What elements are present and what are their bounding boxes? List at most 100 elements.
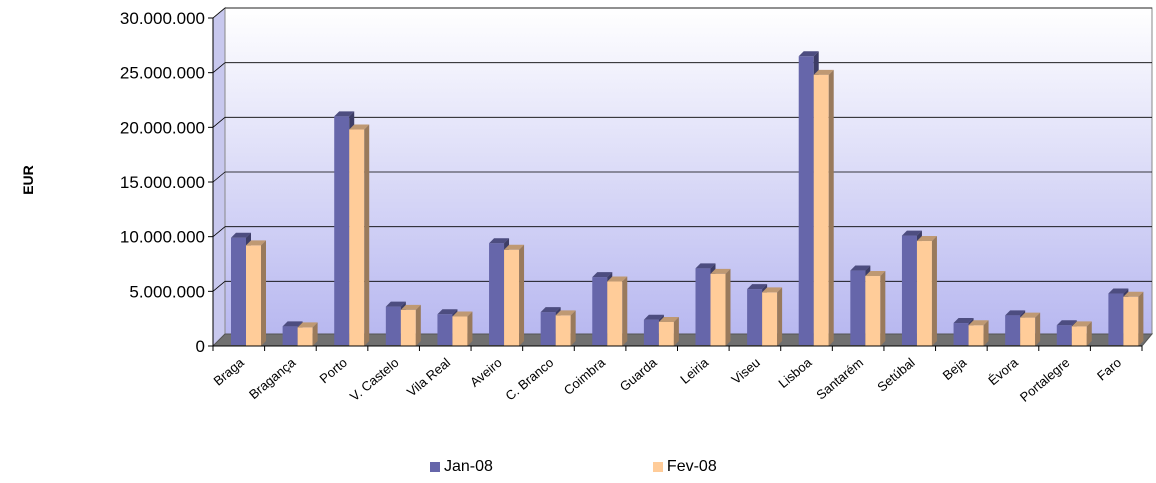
bar-front [1020, 317, 1036, 346]
bar-fev-3 [400, 304, 421, 346]
bar-front [968, 325, 984, 346]
legend: Jan-08 Fev-08 [430, 458, 717, 476]
y-tick-label: 10.000.000 [120, 228, 205, 247]
bar-front [504, 249, 520, 346]
bar-front [607, 281, 623, 346]
bar-side [415, 304, 421, 346]
x-tick-label: Beja [940, 354, 970, 383]
y-tick-label: 0 [196, 337, 205, 356]
bar-fev-5 [504, 244, 525, 346]
x-tick-label: Setúbal [874, 355, 918, 395]
bar-front [282, 326, 298, 345]
bar-top [1020, 312, 1041, 318]
bar-top [658, 316, 679, 322]
x-tick-label: Guarda [617, 354, 660, 394]
bar-front [452, 316, 468, 346]
bar-side [519, 244, 525, 346]
bar-side [880, 271, 886, 346]
bar-front [762, 292, 778, 346]
y-tick-label: 20.000.000 [120, 118, 205, 137]
bar-front [813, 74, 829, 346]
bar-fev-6 [555, 310, 576, 346]
bar-top [231, 232, 251, 238]
bar-front [1108, 293, 1124, 345]
gridline-depth [212, 7, 226, 19]
bar-top [452, 311, 473, 317]
bar-front [555, 315, 571, 346]
legend-item-jan: Jan-08 [430, 458, 493, 476]
bar-front [231, 237, 246, 345]
y-axis-label-text: EUR [20, 165, 36, 195]
legend-item-fev: Fev-08 [652, 458, 717, 476]
bar-front [1071, 326, 1087, 346]
bar-front [798, 56, 814, 346]
x-tick-label: Évora [985, 354, 1021, 388]
bar-top [747, 284, 768, 290]
bar-side [570, 310, 576, 346]
bar-top [762, 287, 783, 293]
bar-fev-16 [1071, 321, 1092, 346]
bar-top [1005, 310, 1026, 316]
bar-front [1123, 296, 1139, 346]
x-tick-label: C. Branco [502, 355, 556, 404]
x-tick-label: V. Castelo [347, 355, 402, 404]
bar-side [777, 287, 783, 346]
bar-top [349, 124, 370, 130]
bar-fev-10 [762, 287, 783, 346]
bar-top [968, 320, 989, 326]
gridline-depth [212, 281, 226, 292]
bar-fev-1 [297, 322, 318, 346]
x-tick-label: Faro [1094, 355, 1124, 384]
bar-top [246, 240, 266, 246]
bar-side [1138, 291, 1144, 346]
y-tick-label: 15.000.000 [120, 173, 205, 192]
bar-side [1086, 321, 1092, 346]
gridline-depth [212, 117, 226, 128]
bar-top [297, 322, 318, 328]
bar-top [1056, 320, 1077, 326]
bar-side [931, 236, 937, 346]
x-tick-label: Bragança [246, 354, 299, 402]
bar-front [916, 241, 932, 346]
bar-front [400, 309, 416, 346]
bar-top [540, 307, 561, 313]
bar-side [364, 124, 370, 347]
bar-fev-17 [1123, 291, 1144, 346]
bar-front [334, 116, 350, 346]
x-tick-label: Leiria [677, 354, 712, 386]
bar-fev-0 [246, 240, 266, 346]
bar-side [467, 311, 473, 346]
bar-front [349, 129, 365, 346]
bar-front [710, 273, 726, 346]
y-tick-label: 25.000.000 [120, 64, 205, 83]
bar-top [607, 276, 628, 282]
gridline-depth [212, 171, 226, 183]
x-tick-label: Santarém [813, 355, 866, 403]
bar-side [312, 322, 318, 346]
bar-side [622, 276, 628, 346]
x-tick-label: Aveiro [467, 355, 505, 390]
gridlines [212, 7, 1152, 292]
bar-top [592, 272, 613, 278]
bar-side [261, 240, 266, 346]
legend-swatch-fev [652, 462, 663, 472]
bar-top [865, 271, 886, 277]
bar-top [813, 69, 834, 75]
bar-top [385, 301, 406, 307]
bar-top [1071, 321, 1092, 327]
bar-fev-8 [658, 316, 679, 346]
bar-side [983, 320, 989, 346]
bar-fev-12 [865, 271, 886, 346]
x-tick-label: Porto [317, 355, 350, 386]
bar-top [901, 230, 922, 236]
bar-top [489, 238, 510, 244]
bar-front [658, 321, 674, 346]
bar-top [798, 51, 819, 57]
y-axis-ticks: 0 5.000.000 10.000.000 15.000.000 20.000.000… [120, 9, 214, 356]
bar-top [695, 263, 716, 269]
bar-side [725, 268, 731, 346]
bar-top [504, 244, 525, 250]
x-tick-label: Braga [211, 354, 248, 388]
